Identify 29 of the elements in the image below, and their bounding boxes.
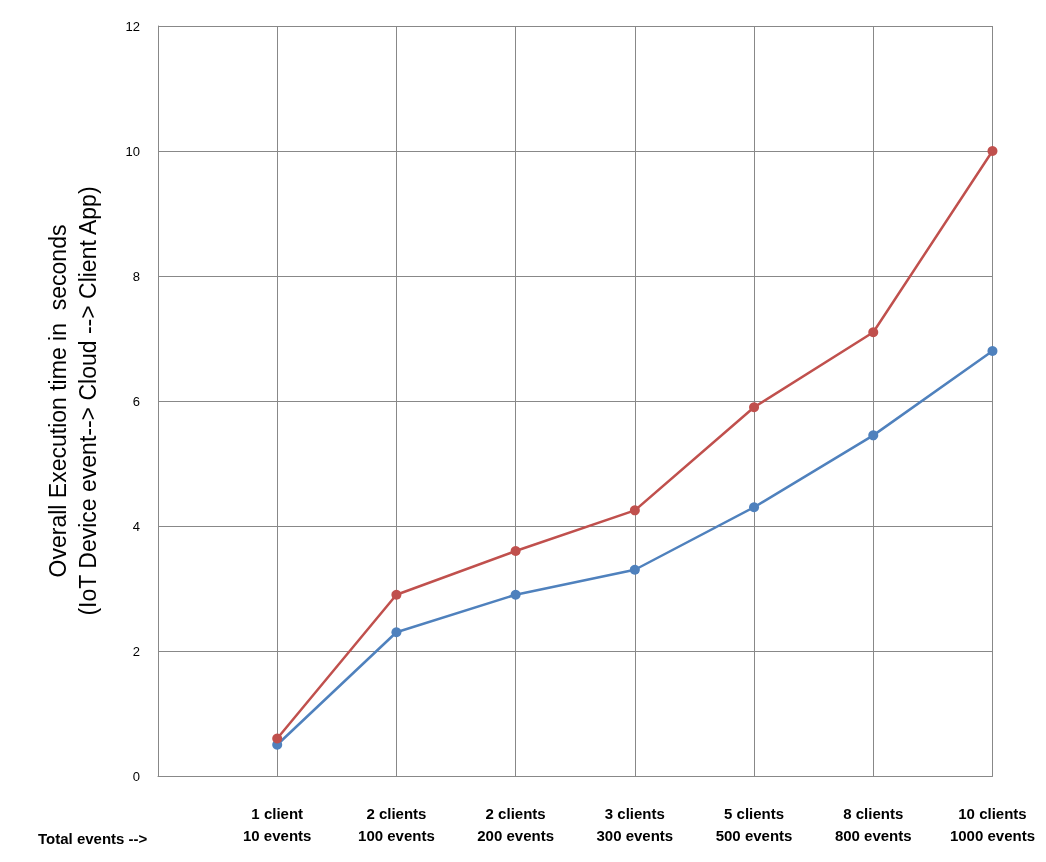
x-tick-label: 2 clients 200 events [477, 804, 554, 844]
point [510, 589, 521, 600]
y-tick-label: 2 [132, 643, 140, 659]
point [391, 589, 402, 600]
point [629, 505, 640, 516]
x-tick-label: 10 clients 1000 events [949, 804, 1036, 844]
x-tick-label: 5 clients 500 events [715, 804, 793, 844]
point [868, 327, 879, 338]
point [749, 502, 760, 513]
text: Total events --> [38, 830, 148, 847]
x-tick-label: 1 client 10 events [243, 804, 312, 844]
point [391, 627, 402, 638]
y-tick-label: 10 [125, 143, 140, 159]
y-axis-title: Overall Execution time in seconds (IoT Device event--> Cloud --> Client App) [45, 186, 101, 616]
point [749, 402, 760, 413]
point [510, 546, 521, 556]
y-tick-label: 0 [132, 768, 140, 784]
y-tick-label: 8 [132, 268, 140, 284]
y-tick-label: 4 [132, 518, 140, 534]
x-tick-label: 3 clients 300 events [596, 804, 674, 844]
y-tick-label: 6 [132, 393, 140, 409]
point [868, 430, 879, 441]
y-tick-label: 12 [125, 18, 140, 34]
point [987, 146, 998, 156]
x-tick-label: 8 clients 800 events [834, 804, 912, 844]
x-tick-label: 2 clients 100 events [358, 804, 435, 844]
point [987, 346, 998, 356]
point [629, 564, 640, 575]
point [272, 733, 283, 744]
